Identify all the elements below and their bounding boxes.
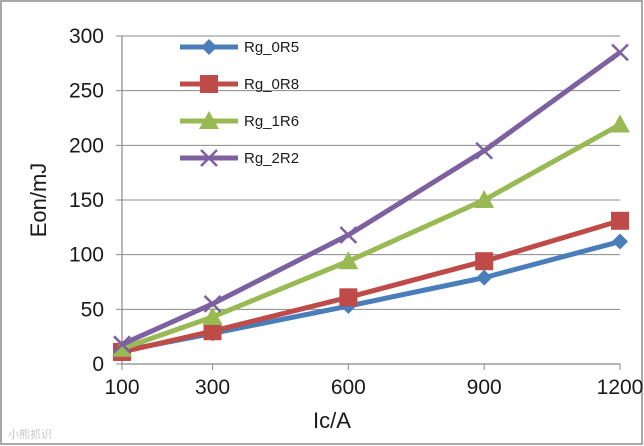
legend-swatch-marker <box>199 111 219 129</box>
data-point-Rg_0R8-300 <box>203 322 222 341</box>
y-axis-title: Eon/mJ <box>26 163 51 238</box>
data-point-Rg_2R2-300 <box>203 294 222 313</box>
data-point-Rg_1R6-600 <box>338 251 359 270</box>
series-group <box>112 43 630 361</box>
data-point-Rg_0R5-1200 <box>612 233 628 250</box>
y-tick-label: 150 <box>69 189 104 212</box>
y-tick-label: 200 <box>69 134 104 157</box>
data-point-Rg_2R2-900 <box>475 141 494 160</box>
data-point-Rg_0R8-600 <box>339 288 358 307</box>
x-tick-label: 100 <box>104 376 139 399</box>
data-point-Rg_1R6-300 <box>202 306 223 325</box>
x-tick-label: 1200 <box>597 376 644 399</box>
watermark: 小熊抓识 <box>8 427 52 441</box>
data-point-Rg_1R6-100 <box>112 338 132 357</box>
legend-item-Rg_1R6: Rg_1R6 <box>180 111 299 130</box>
x-tick-label: 300 <box>195 376 230 399</box>
legend-item-Rg_0R8: Rg_0R8 <box>180 75 299 93</box>
y-tick-label: 250 <box>69 80 104 103</box>
data-point-Rg_0R8-900 <box>475 252 494 271</box>
tick-labels: 0 50 100 150 200 250 300 100 300 600 900 1200 <box>69 25 643 399</box>
legend-swatch-marker <box>200 75 218 93</box>
axes <box>116 35 621 370</box>
legend-label: Rg_0R8 <box>244 76 299 93</box>
data-point-Rg_0R5-900 <box>476 269 493 286</box>
y-tick-label: 100 <box>69 244 104 267</box>
x-tick-label: 900 <box>467 376 502 399</box>
data-point-Rg_1R6-1200 <box>610 114 630 133</box>
data-point-Rg_2R2-600 <box>339 226 358 244</box>
series-Rg_1R6 <box>112 114 630 357</box>
data-point-Rg_0R8-1200 <box>611 211 629 230</box>
legend-swatch-marker <box>200 149 218 167</box>
legend-label: Rg_2R2 <box>244 150 299 167</box>
y-tick-label: 300 <box>69 25 104 48</box>
legend-swatch-marker <box>201 39 217 55</box>
legend-item-Rg_0R5: Rg_0R5 <box>180 39 299 56</box>
x-tick-label: 600 <box>331 376 366 399</box>
legend-item-Rg_2R2: Rg_2R2 <box>180 149 299 167</box>
data-point-Rg_2R2-100 <box>113 335 131 354</box>
legend-label: Rg_1R6 <box>244 113 299 130</box>
x-axis-title: Ic/A <box>313 408 351 433</box>
data-point-Rg_2R2-1200 <box>611 43 629 62</box>
legend: Rg_0R5 Rg_0R8 Rg_1R6 Rg_2R2 <box>180 39 299 167</box>
y-tick-label: 0 <box>92 353 104 376</box>
series-Rg_2R2 <box>113 43 629 354</box>
y-tick-label: 50 <box>81 298 104 321</box>
data-point-Rg_1R6-900 <box>474 190 495 208</box>
legend-label: Rg_0R5 <box>244 39 299 56</box>
